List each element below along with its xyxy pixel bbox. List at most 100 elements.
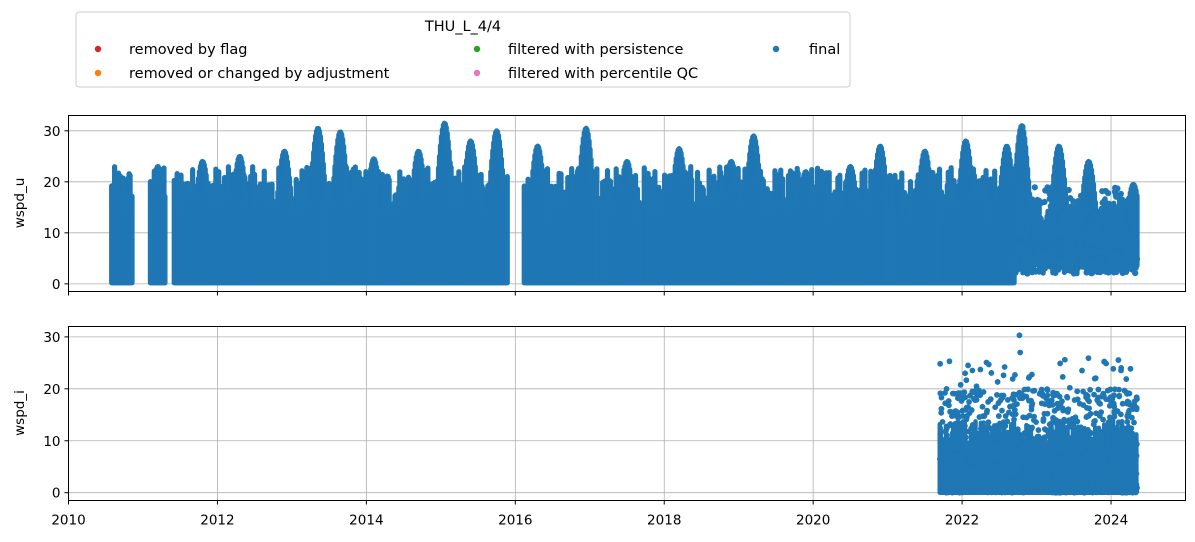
data-point: [1014, 462, 1021, 468]
data-point: [1093, 228, 1100, 235]
data-point: [1011, 397, 1017, 403]
data-point: [977, 441, 984, 448]
data-point: [1027, 477, 1034, 483]
data-point: [1100, 416, 1106, 423]
data-point: [1051, 407, 1058, 414]
data-point: [1048, 397, 1055, 404]
data-point: [1108, 427, 1115, 434]
data-point: [1071, 448, 1078, 455]
data-point: [943, 386, 950, 392]
data-point: [965, 362, 971, 369]
data-point: [1109, 237, 1116, 244]
data-point: [1091, 266, 1098, 273]
data-point: [1109, 455, 1116, 462]
data-point: [1086, 474, 1093, 481]
data-point: [986, 446, 992, 453]
data-point: [1037, 474, 1044, 481]
data-point: [1070, 220, 1077, 227]
legend-entry: filtered with percentile QC: [508, 66, 698, 82]
data-point: [1020, 130, 1027, 137]
data-point: [1046, 245, 1054, 252]
x-tick-label: 2018: [647, 513, 681, 529]
data-point: [1065, 441, 1071, 448]
data-point: [1052, 469, 1059, 476]
data-point: [1027, 258, 1034, 265]
data-point: [1056, 455, 1063, 462]
data-point: [1101, 454, 1108, 461]
data-point: [943, 442, 950, 448]
data-point: [1064, 482, 1071, 489]
data-point: [1110, 365, 1117, 372]
x-tick-label: 2024: [1094, 513, 1128, 529]
data-point: [1120, 477, 1127, 484]
data-point: [1058, 195, 1066, 202]
data-point: [1035, 427, 1042, 433]
data-point: [982, 431, 988, 437]
data-point: [1019, 210, 1026, 217]
data-point: [1089, 458, 1096, 465]
data-point: [963, 377, 970, 384]
data-point: [1067, 472, 1074, 479]
data-point: [1065, 186, 1072, 194]
data-point: [1030, 417, 1037, 423]
data-point: [1130, 476, 1137, 482]
data-point: [1041, 401, 1048, 407]
data-point: [1073, 433, 1080, 439]
data-point: [1121, 425, 1128, 432]
data-point: [1060, 444, 1067, 451]
data-point: [1111, 439, 1118, 446]
data-point: [938, 409, 945, 416]
data-point: [1055, 204, 1062, 211]
data-point: [1133, 470, 1140, 477]
data-point: [1040, 415, 1047, 422]
data-point: [1078, 447, 1085, 454]
data-point: [937, 456, 943, 462]
data-point: [1034, 433, 1041, 440]
data-point: [963, 416, 970, 423]
data-point: [1094, 397, 1101, 403]
data-point: [1042, 251, 1050, 258]
data-point: [1007, 443, 1014, 450]
data-point: [1112, 213, 1119, 220]
data-point: [980, 457, 987, 463]
y-tick-label: 10: [43, 434, 60, 450]
data-point: [1041, 426, 1048, 433]
data-point: [1044, 216, 1051, 224]
data-point: [1017, 395, 1023, 402]
data-point: [1009, 376, 1016, 382]
data-point: [972, 397, 978, 403]
data-point: [1015, 439, 1021, 445]
data-point: [1082, 437, 1089, 444]
data-point: [1013, 487, 1020, 494]
data-point: [999, 437, 1005, 444]
data-point: [942, 400, 949, 407]
data-point: [1017, 349, 1024, 356]
data-point: [1113, 251, 1120, 259]
data-point: [1025, 194, 1032, 201]
data-point: [1133, 200, 1140, 207]
data-point: [1103, 396, 1109, 402]
data-point: [938, 478, 944, 484]
data-point: [1030, 230, 1038, 237]
data-point: [1088, 230, 1095, 237]
data-point: [1109, 475, 1116, 481]
y-tick-label: 30: [43, 330, 60, 346]
data-point: [974, 467, 981, 473]
data-point: [946, 437, 952, 443]
data-point: [1034, 261, 1041, 268]
data-point: [1046, 438, 1053, 445]
data-point: [1102, 489, 1109, 496]
data-point: [1111, 431, 1118, 438]
data-point: [1065, 406, 1072, 413]
data-point: [1078, 467, 1084, 474]
data-point: [1032, 210, 1039, 217]
data-point: [1044, 187, 1051, 195]
data-point: [1112, 186, 1120, 193]
data-point: [1090, 193, 1097, 200]
y-tick-label: 0: [52, 486, 61, 502]
data-point: [972, 483, 978, 490]
data-point: [1074, 388, 1081, 395]
data-point: [1076, 242, 1084, 249]
data-point: [946, 422, 953, 429]
data-point: [950, 429, 957, 436]
